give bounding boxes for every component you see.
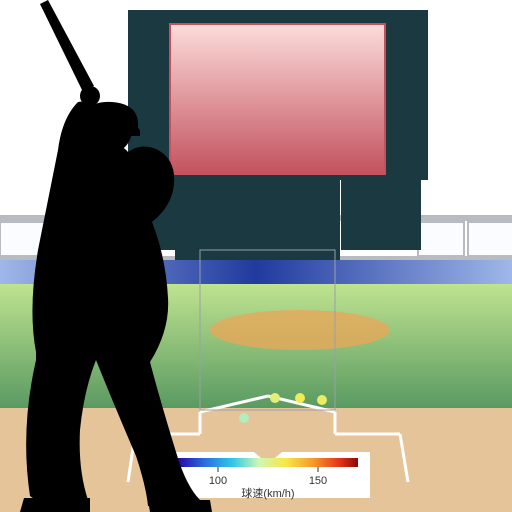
scoreboard-screen bbox=[170, 24, 385, 174]
stand-panel-right bbox=[418, 222, 464, 256]
colorscale-tick-label: 150 bbox=[309, 475, 327, 487]
colorscale-bar bbox=[178, 458, 358, 467]
stand-panel-right bbox=[468, 222, 512, 256]
colorscale-tick-label: 100 bbox=[209, 475, 227, 487]
pitch-point bbox=[295, 393, 305, 403]
scoreboard-wing-right bbox=[341, 175, 421, 250]
colorscale-axis-label: 球速(km/h) bbox=[241, 486, 294, 500]
pitch-point bbox=[239, 413, 249, 423]
pitch-point bbox=[270, 393, 280, 403]
pitchers-mound bbox=[210, 310, 390, 350]
speed-colorscale: 100 150 球速(km/h) bbox=[166, 452, 370, 500]
pitch-point bbox=[317, 395, 327, 405]
